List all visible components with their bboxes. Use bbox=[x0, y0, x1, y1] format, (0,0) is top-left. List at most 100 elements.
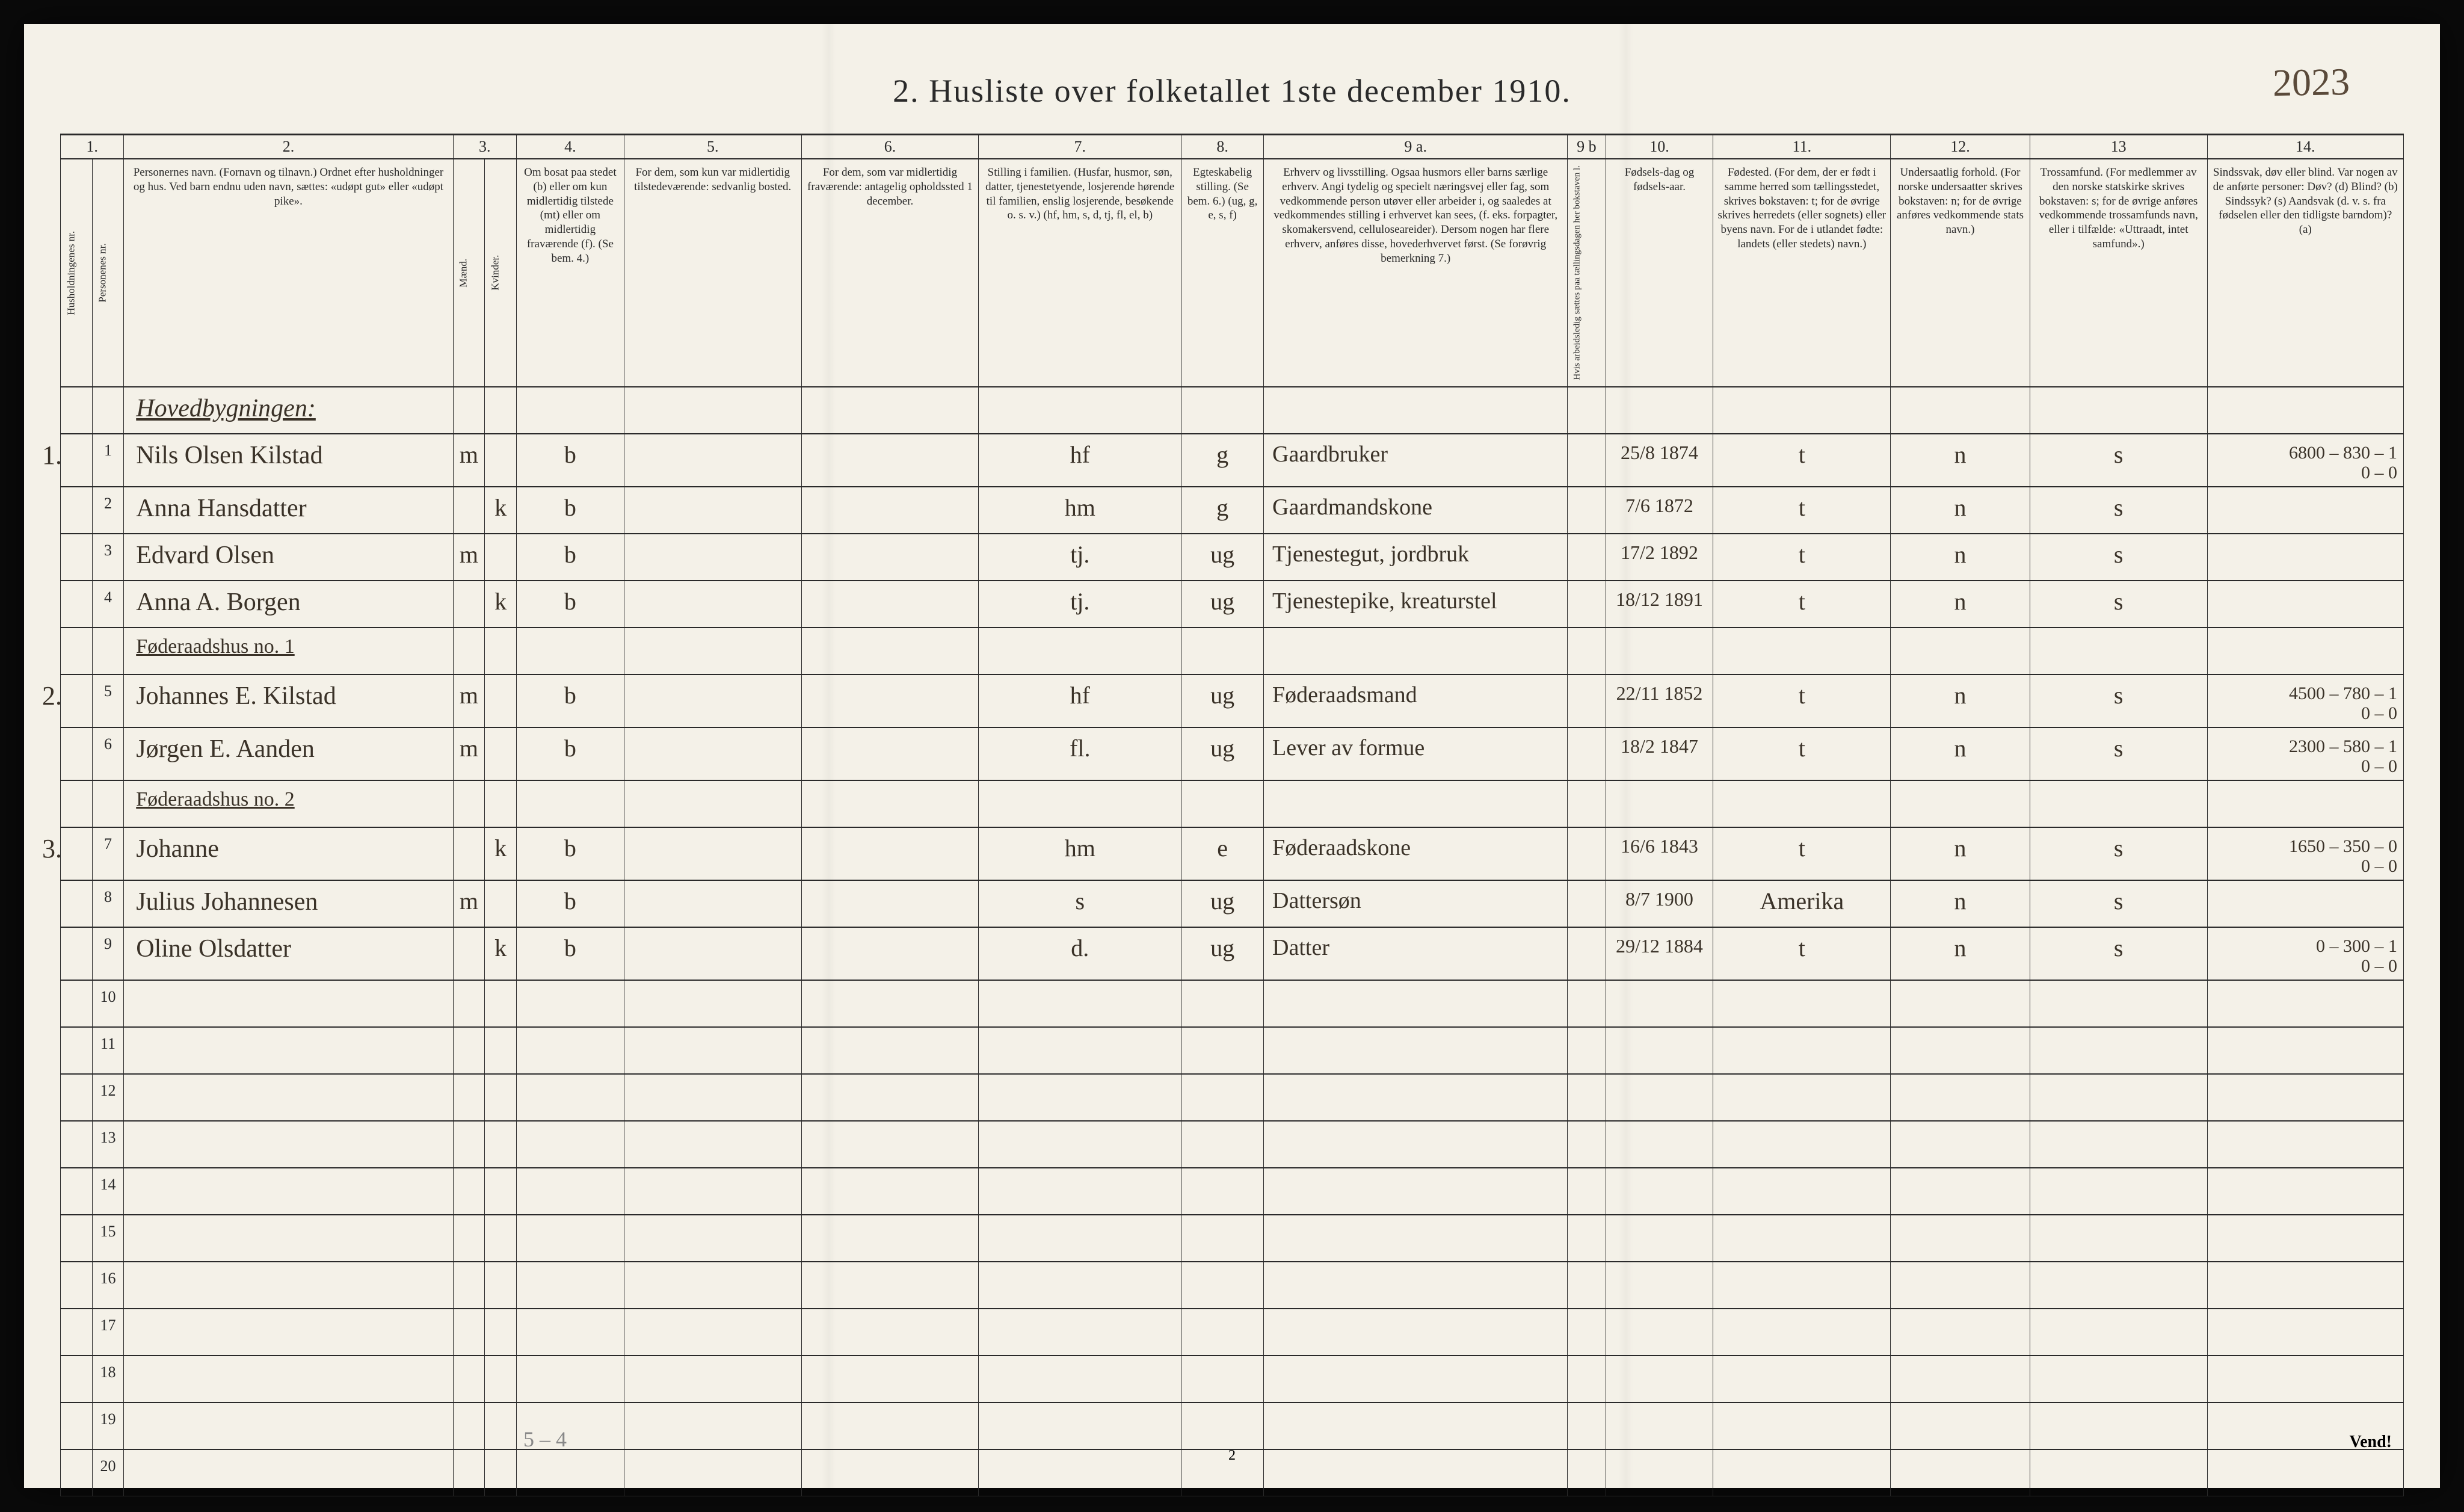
colnum: 14. bbox=[2207, 135, 2403, 159]
cell-temp-present bbox=[624, 674, 801, 727]
cell-temp-absent bbox=[801, 880, 979, 927]
cell-family-pos: hf bbox=[979, 434, 1181, 487]
cell-religion: s bbox=[2030, 727, 2207, 780]
cell-birthdate: 18/12 1891 bbox=[1606, 581, 1713, 628]
cell-notes: 0 – 300 – 10 – 0 bbox=[2207, 927, 2403, 980]
cell-notes bbox=[2207, 880, 2403, 927]
cell-temp-present bbox=[624, 581, 801, 628]
table-row: 1Nils Olsen KilstadmbhfgGaardbruker25/8 … bbox=[61, 434, 2404, 487]
cell-name: Johanne bbox=[124, 827, 453, 880]
cell-unemployed bbox=[1568, 487, 1606, 534]
cell-marital: ug bbox=[1181, 674, 1264, 727]
cell-nationality: n bbox=[1891, 534, 2030, 581]
cell-nationality: n bbox=[1891, 827, 2030, 880]
cell-unemployed bbox=[1568, 674, 1606, 727]
cell-birthplace: t bbox=[1713, 927, 1891, 980]
colnum: 13 bbox=[2030, 135, 2207, 159]
table-row: 8Julius JohannesenmbsugDattersøn8/7 1900… bbox=[61, 880, 2404, 927]
cell-birthplace: t bbox=[1713, 434, 1891, 487]
cell-sex-m: m bbox=[453, 534, 485, 581]
cell-marital: ug bbox=[1181, 581, 1264, 628]
cell-temp-present bbox=[624, 727, 801, 780]
cell-residence: b bbox=[516, 434, 624, 487]
census-page: 2023 2. Husliste over folketallet 1ste d… bbox=[24, 24, 2440, 1488]
cell-sex-k: k bbox=[485, 927, 517, 980]
cell-sex-k: k bbox=[485, 827, 517, 880]
household-number: 2. bbox=[42, 680, 62, 711]
cell-sex-m: m bbox=[453, 880, 485, 927]
cell-sex-m: m bbox=[453, 727, 485, 780]
cell-sex-m bbox=[453, 487, 485, 534]
cell-residence: b bbox=[516, 727, 624, 780]
cell-hh bbox=[61, 827, 93, 880]
hdr-occupation: Erhverv og livsstilling. Ogsaa husmors e… bbox=[1264, 159, 1568, 387]
table-row: 3Edvard Olsenmbtj.ugTjenestegut, jordbru… bbox=[61, 534, 2404, 581]
table-row-empty: 12 bbox=[61, 1074, 2404, 1121]
cell-unemployed bbox=[1568, 727, 1606, 780]
cell-notes: 2300 – 580 – 10 – 0 bbox=[2207, 727, 2403, 780]
cell-person-no: 2 bbox=[92, 487, 124, 534]
cell-person-no: 16 bbox=[92, 1262, 124, 1309]
cell-occupation: Tjenestegut, jordbruk bbox=[1264, 534, 1568, 581]
cell-family-pos: hm bbox=[979, 487, 1181, 534]
cell-sex-k: k bbox=[485, 581, 517, 628]
cell-birthplace: t bbox=[1713, 727, 1891, 780]
table-row: 5Johannes E. KilstadmbhfugFøderaadsmand2… bbox=[61, 674, 2404, 727]
cell-person-no: 18 bbox=[92, 1356, 124, 1402]
cell-nationality: n bbox=[1891, 674, 2030, 727]
cell-family-pos: d. bbox=[979, 927, 1181, 980]
cell-temp-present bbox=[624, 880, 801, 927]
footer-page-number: 2 bbox=[1228, 1448, 1236, 1464]
cell-occupation: Gaardmandskone bbox=[1264, 487, 1568, 534]
cell-birthplace: t bbox=[1713, 534, 1891, 581]
cell-name: Anna A. Borgen bbox=[124, 581, 453, 628]
cell-residence: b bbox=[516, 827, 624, 880]
hdr-disability: Sindssvak, døv eller blind. Var nogen av… bbox=[2207, 159, 2403, 387]
cell-temp-absent bbox=[801, 927, 979, 980]
cell-unemployed bbox=[1568, 880, 1606, 927]
cell-residence: b bbox=[516, 534, 624, 581]
cell-birthplace: t bbox=[1713, 827, 1891, 880]
table-row: 9Oline Olsdatterkbd.ugDatter29/12 1884tn… bbox=[61, 927, 2404, 980]
cell-person-no: 1 bbox=[92, 434, 124, 487]
cell-occupation: Lever av formue bbox=[1264, 727, 1568, 780]
cell-marital: g bbox=[1181, 434, 1264, 487]
cell-person-no: 3 bbox=[92, 534, 124, 581]
hdr-female: Kvinder. bbox=[485, 159, 517, 387]
cell-nationality: n bbox=[1891, 487, 2030, 534]
hdr-nationality: Undersaatlig forhold. (For norske unders… bbox=[1891, 159, 2030, 387]
table-row: 7JohannekbhmeFøderaadskone16/6 1843tns16… bbox=[61, 827, 2404, 880]
cell-sex-k: k bbox=[485, 487, 517, 534]
cell-notes bbox=[2207, 487, 2403, 534]
table-head: 1. 2. 3. 4. 5. 6. 7. 8. 9 a. 9 b 10. 11.… bbox=[61, 135, 2404, 387]
cell-birthdate: 7/6 1872 bbox=[1606, 487, 1713, 534]
cell-temp-present bbox=[624, 534, 801, 581]
cell-marital: ug bbox=[1181, 727, 1264, 780]
cell-unemployed bbox=[1568, 927, 1606, 980]
cell-sex-m: m bbox=[453, 674, 485, 727]
cell-hh bbox=[61, 880, 93, 927]
cell-person-no: 9 bbox=[92, 927, 124, 980]
table-row-empty: 11 bbox=[61, 1027, 2404, 1074]
cell-religion: s bbox=[2030, 674, 2207, 727]
hdr-religion: Trossamfund. (For medlemmer av den norsk… bbox=[2030, 159, 2207, 387]
cell-birthdate: 29/12 1884 bbox=[1606, 927, 1713, 980]
cell-hh bbox=[61, 487, 93, 534]
colnum: 8. bbox=[1181, 135, 1264, 159]
hdr-unemployed: Hvis arbeidsledig sættes paa tællingsdag… bbox=[1568, 159, 1606, 387]
cell-unemployed bbox=[1568, 827, 1606, 880]
cell-religion: s bbox=[2030, 487, 2207, 534]
cell-birthdate: 18/2 1847 bbox=[1606, 727, 1713, 780]
cell-marital: e bbox=[1181, 827, 1264, 880]
hdr-male: Mænd. bbox=[453, 159, 485, 387]
cell-person-no: 20 bbox=[92, 1449, 124, 1496]
cell-sex-m: m bbox=[453, 434, 485, 487]
cell-birthplace: t bbox=[1713, 674, 1891, 727]
cell-nationality: n bbox=[1891, 727, 2030, 780]
cell-nationality: n bbox=[1891, 434, 2030, 487]
cell-marital: ug bbox=[1181, 927, 1264, 980]
table-row: 6Jørgen E. Aandenmbfl.ugLever av formue1… bbox=[61, 727, 2404, 780]
cell-occupation: Tjenestepike, kreaturstel bbox=[1264, 581, 1568, 628]
pencil-annotation: 5 – 4 bbox=[523, 1427, 567, 1452]
cell-person-no: 17 bbox=[92, 1309, 124, 1356]
